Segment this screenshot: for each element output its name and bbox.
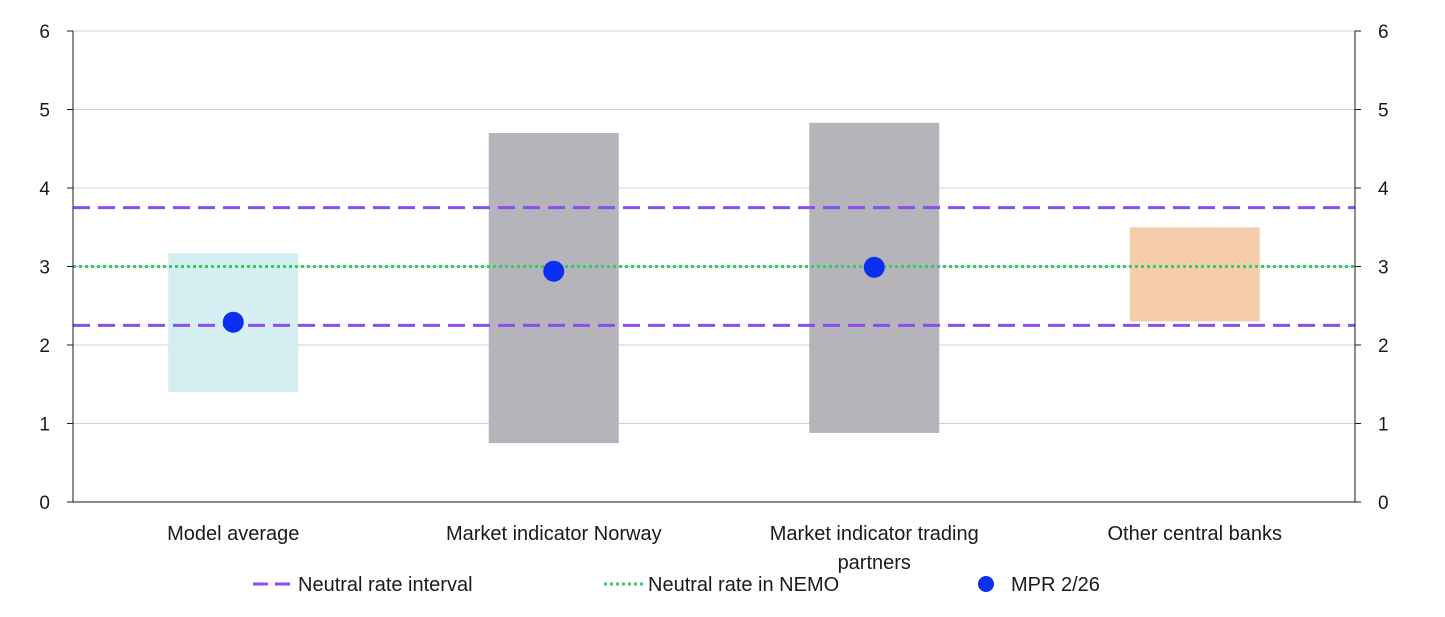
range-bars [168, 122, 1260, 444]
category-label: Other central banks [1107, 523, 1282, 545]
y-tick-label: 0 [39, 493, 50, 514]
category-labels: Model average Market indicator Norway Mark… [167, 523, 1282, 574]
y-tick-label: 5 [1378, 101, 1389, 122]
legend-swatch-mpr [978, 576, 994, 592]
y-tick-label: 4 [39, 179, 50, 200]
y-tick-label: 3 [39, 258, 50, 279]
y-tick-label: 4 [1378, 179, 1389, 200]
category-label: Model average [167, 523, 299, 545]
y-tick-label: 2 [1378, 336, 1389, 357]
y-tick-label: 1 [39, 415, 50, 436]
y-tick-label: 1 [1378, 415, 1389, 436]
y-tick-label: 0 [1378, 493, 1389, 514]
legend-label: Neutral rate interval [298, 574, 473, 596]
range-bar [488, 133, 619, 444]
legend-label: MPR 2/26 [1011, 574, 1100, 596]
y-axis-left-ticks: 0 1 2 3 4 5 6 [39, 22, 73, 514]
legend: Neutral rate interval Neutral rate in NEM… [253, 574, 1100, 596]
y-tick-label: 5 [39, 101, 50, 122]
reference-lines [73, 206, 1355, 327]
mpr-points [222, 256, 885, 333]
mpr-point [543, 260, 565, 282]
mpr-point [222, 311, 244, 333]
y-tick-label: 3 [1378, 258, 1389, 279]
legend-label: Neutral rate in NEMO [648, 574, 839, 596]
mpr-point [863, 256, 885, 278]
range-bar [809, 122, 940, 433]
category-label: Market indicator trading [770, 523, 979, 545]
y-tick-label: 6 [1378, 22, 1389, 43]
y-tick-label: 6 [39, 22, 50, 43]
category-label: Market indicator Norway [446, 523, 662, 545]
y-tick-label: 2 [39, 336, 50, 357]
range-bar [1129, 227, 1260, 322]
y-axis-right-ticks: 0 1 2 3 4 5 6 [1355, 22, 1389, 514]
category-label: partners [838, 552, 911, 574]
